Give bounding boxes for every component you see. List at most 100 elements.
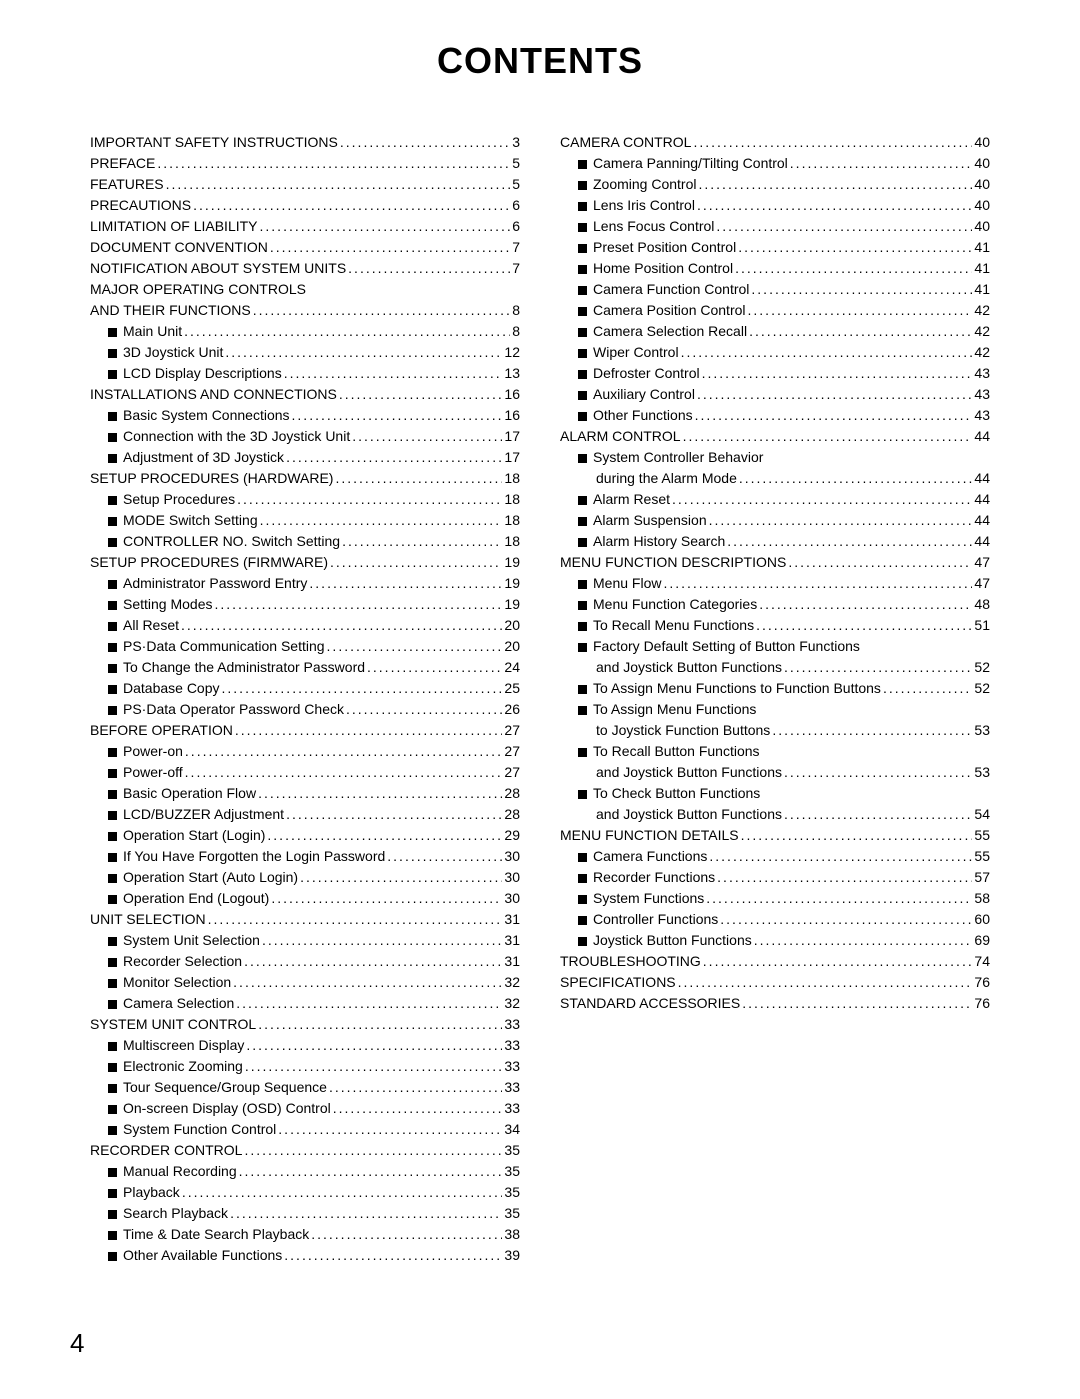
toc-entry-label: Menu Flow <box>593 573 661 594</box>
toc-entry-label: Monitor Selection <box>123 972 231 993</box>
toc-row: Other Functions43 <box>560 405 990 426</box>
toc-entry-label: Multiscreen Display <box>123 1035 244 1056</box>
toc-row: MENU FUNCTION DESCRIPTIONS47 <box>560 552 990 573</box>
square-bullet-icon <box>108 496 117 505</box>
toc-entry-page: 35 <box>504 1140 520 1161</box>
toc-row: PS·Data Operator Password Check26 <box>90 699 520 720</box>
square-bullet-icon <box>108 769 117 778</box>
toc-entry-page: 12 <box>504 342 520 363</box>
dot-leader <box>387 846 502 867</box>
toc-entry-page: 58 <box>974 888 990 909</box>
toc-entry-label: SYSTEM UNIT CONTROL <box>90 1014 256 1035</box>
toc-row: and Joystick Button Functions54 <box>560 804 990 825</box>
dot-leader <box>181 615 502 636</box>
dot-leader <box>246 1035 502 1056</box>
toc-row: Camera Position Control42 <box>560 300 990 321</box>
toc-row: Power-off27 <box>90 762 520 783</box>
toc-row: Zooming Control40 <box>560 174 990 195</box>
dot-leader <box>193 195 510 216</box>
toc-entry-page: 47 <box>974 573 990 594</box>
toc-row: System Function Control 34 <box>90 1119 520 1140</box>
toc-entry-page: 34 <box>504 1119 520 1140</box>
toc-entry-label: Other Functions <box>593 405 693 426</box>
dot-leader <box>340 132 510 153</box>
toc-entry-label: Menu Function Categories <box>593 594 757 615</box>
toc-entry-label: BEFORE OPERATION <box>90 720 233 741</box>
square-bullet-icon <box>108 853 117 862</box>
dot-leader <box>717 867 972 888</box>
toc-entry-page: 44 <box>974 468 990 489</box>
toc-entry-page: 33 <box>504 1077 520 1098</box>
square-bullet-icon <box>108 622 117 631</box>
toc-row: Alarm Reset44 <box>560 489 990 510</box>
toc-row: SETUP PROCEDURES (FIRMWARE)19 <box>90 552 520 573</box>
toc-entry-page: 30 <box>504 846 520 867</box>
toc-row: Tour Sequence/Group Sequence33 <box>90 1077 520 1098</box>
toc-entry-page: 17 <box>504 426 520 447</box>
square-bullet-icon <box>578 706 587 715</box>
toc-row: Menu Flow 47 <box>560 573 990 594</box>
square-bullet-icon <box>108 643 117 652</box>
toc-entry-page: 33 <box>504 1098 520 1119</box>
toc-entry-label: To Assign Menu Functions to Function But… <box>593 678 881 699</box>
dot-leader <box>329 1077 502 1098</box>
toc-entry-label: On-screen Display (OSD) Control <box>123 1098 331 1119</box>
square-bullet-icon <box>108 538 117 547</box>
toc-row: Basic System Connections16 <box>90 405 520 426</box>
dot-leader <box>208 909 503 930</box>
toc-left-column: IMPORTANT SAFETY INSTRUCTIONS3PREFACE5FE… <box>90 132 520 1266</box>
toc-entry-label: SETUP PROCEDURES (FIRMWARE) <box>90 552 328 573</box>
toc-entry-label: Camera Functions <box>593 846 707 867</box>
toc-entry-label: PS·Data Communication Setting <box>123 636 325 657</box>
toc-row: Other Available Functions39 <box>90 1245 520 1266</box>
toc-entry-page: 42 <box>974 321 990 342</box>
toc-row: To Recall Button Functions <box>560 741 990 762</box>
square-bullet-icon <box>578 916 587 925</box>
toc-entry-label: and Joystick Button Functions <box>596 657 782 678</box>
toc-entry-page: 32 <box>504 972 520 993</box>
toc-entry-label: To Check Button Functions <box>593 783 760 804</box>
toc-entry-page: 24 <box>504 657 520 678</box>
toc-entry-label: DOCUMENT CONVENTION <box>90 237 268 258</box>
toc-entry-page: 27 <box>504 720 520 741</box>
square-bullet-icon <box>578 328 587 337</box>
toc-entry-label: PS·Data Operator Password Check <box>123 699 344 720</box>
toc-entry-page: 44 <box>974 426 990 447</box>
dot-leader <box>260 510 503 531</box>
toc-row: Main Unit8 <box>90 321 520 342</box>
dot-leader <box>663 573 972 594</box>
toc-entry-page: 6 <box>512 195 520 216</box>
toc-entry-page: 35 <box>504 1182 520 1203</box>
toc-entry-page: 25 <box>504 678 520 699</box>
toc-entry-label: Playback <box>123 1182 180 1203</box>
toc-row: Camera Functions55 <box>560 846 990 867</box>
toc-row: To Recall Menu Functions51 <box>560 615 990 636</box>
dot-leader <box>749 321 972 342</box>
dot-leader <box>309 573 502 594</box>
toc-entry-label: during the Alarm Mode <box>596 468 737 489</box>
square-bullet-icon <box>108 811 117 820</box>
toc-row: Recorder Selection31 <box>90 951 520 972</box>
dot-leader <box>271 888 502 909</box>
toc-entry-page: 53 <box>974 720 990 741</box>
toc-row: To Check Button Functions <box>560 783 990 804</box>
square-bullet-icon <box>578 853 587 862</box>
toc-entry-label: TROUBLESHOOTING <box>560 951 701 972</box>
toc-entry-label: System Function Control <box>123 1119 276 1140</box>
square-bullet-icon <box>108 874 117 883</box>
dot-leader <box>702 363 973 384</box>
toc-columns: IMPORTANT SAFETY INSTRUCTIONS3PREFACE5FE… <box>90 132 990 1266</box>
dot-leader <box>286 804 502 825</box>
toc-row: PS·Data Communication Setting20 <box>90 636 520 657</box>
toc-row: Camera Function Control41 <box>560 279 990 300</box>
toc-row: Alarm History Search44 <box>560 531 990 552</box>
toc-entry-page: 30 <box>504 867 520 888</box>
square-bullet-icon <box>578 622 587 631</box>
toc-row: Time & Date Search Playback38 <box>90 1224 520 1245</box>
toc-entry-label: To Recall Menu Functions <box>593 615 754 636</box>
square-bullet-icon <box>578 181 587 190</box>
dot-leader <box>727 531 972 552</box>
toc-entry-label: Manual Recording <box>123 1161 237 1182</box>
toc-entry-page: 43 <box>974 363 990 384</box>
square-bullet-icon <box>108 1063 117 1072</box>
